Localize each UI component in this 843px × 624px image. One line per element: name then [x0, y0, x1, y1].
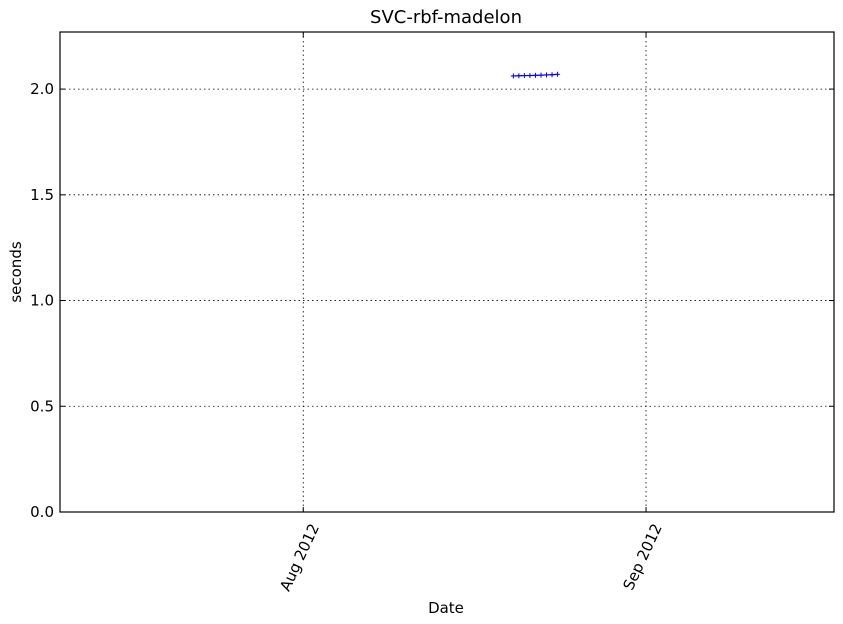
axis-ticks: [60, 32, 834, 513]
plot-area: [59, 31, 835, 513]
data-point: [521, 73, 527, 79]
y-tick-labels: 0.0 0.5 1.0 1.5 2.0: [30, 80, 54, 521]
chart-title: SVC-rbf-madelon: [370, 7, 522, 28]
y-tick-label: 1.0: [30, 292, 54, 310]
data-series: [510, 71, 561, 79]
data-point: [527, 73, 533, 79]
data-point: [516, 73, 522, 79]
x-tick-labels: Aug 2012 Sep 2012: [276, 521, 666, 594]
data-point: [538, 72, 544, 78]
data-point: [544, 72, 550, 78]
data-point: [532, 72, 538, 78]
x-tick-label: Sep 2012: [619, 521, 665, 593]
x-tick-label: Aug 2012: [276, 521, 323, 594]
data-point: [510, 73, 516, 79]
y-axis-label: seconds: [7, 241, 25, 302]
y-tick-label: 0.5: [30, 397, 54, 415]
data-point: [549, 72, 555, 78]
y-tick-label: 1.5: [30, 186, 54, 204]
y-tick-label: 2.0: [30, 80, 54, 98]
x-axis-label: Date: [428, 599, 464, 617]
y-tick-label: 0.0: [30, 503, 54, 521]
data-point: [555, 71, 561, 77]
grid-lines: [60, 32, 834, 513]
